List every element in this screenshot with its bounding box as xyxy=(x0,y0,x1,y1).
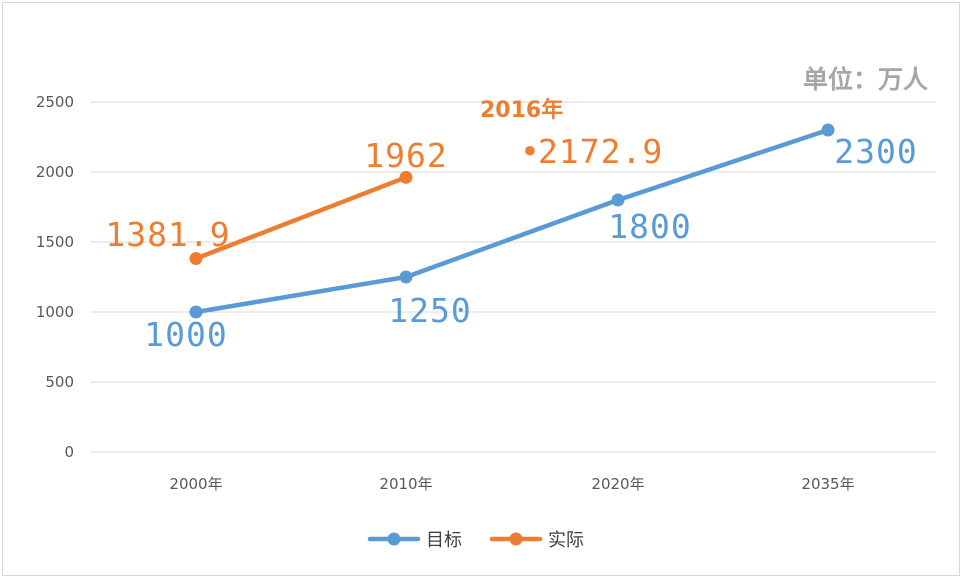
data-label-series-0-3: 2300 xyxy=(834,132,917,171)
x-tick-label-2: 2020年 xyxy=(591,475,644,493)
gridlines xyxy=(90,101,936,453)
legend-label-0: 目标 xyxy=(426,530,462,551)
series-0-point-2 xyxy=(611,193,625,207)
unit-label: 单位：万人 xyxy=(803,65,928,94)
y-tick-label-0: 0 xyxy=(64,443,74,461)
y-tick-label-2500: 2500 xyxy=(36,93,74,111)
annotation-year-label: 2016年 xyxy=(480,97,563,123)
data-labels-group: 1000 1250 1800 2300 1381.9 1962 xyxy=(105,132,917,354)
legend: 目标 实际 xyxy=(367,530,584,551)
series-line-1 xyxy=(193,175,409,261)
y-tick-label-1500: 1500 xyxy=(36,233,74,251)
x-tick-label-1: 2010年 xyxy=(379,475,432,493)
data-label-series-1-0: 1381.9 xyxy=(105,215,230,254)
annotation-value-label: 2172.9 xyxy=(538,132,663,171)
y-tick-label-2000: 2000 xyxy=(36,163,74,181)
series-0-point-0 xyxy=(189,305,203,319)
series-group xyxy=(189,123,835,319)
legend-label-1: 实际 xyxy=(548,530,584,551)
series-line-0 xyxy=(193,127,831,315)
series-1-point-0 xyxy=(189,252,203,266)
x-axis-ticks: 2000年 2010年 2020年 2035年 xyxy=(169,475,854,493)
data-label-series-1-1: 1962 xyxy=(364,136,447,175)
data-label-series-0-1: 1250 xyxy=(388,291,471,330)
data-label-series-0-0: 1000 xyxy=(144,315,227,354)
legend-marker-1 xyxy=(509,532,523,546)
series-0-point-3 xyxy=(821,123,835,137)
y-tick-label-1000: 1000 xyxy=(36,303,74,321)
x-tick-label-0: 2000年 xyxy=(169,475,222,493)
data-label-series-0-2: 1800 xyxy=(608,207,691,246)
y-axis-ticks: 0 500 1000 1500 2000 2500 xyxy=(36,93,74,461)
x-tick-label-3: 2035年 xyxy=(801,475,854,493)
legend-marker-0 xyxy=(387,532,401,546)
series-1-point-1 xyxy=(399,170,413,184)
series-0-point-1 xyxy=(399,270,413,284)
y-tick-label-500: 500 xyxy=(45,373,74,391)
annotation-bullet: • xyxy=(520,132,541,171)
annotation-2016: 2016年 • 2172.9 xyxy=(480,97,663,171)
